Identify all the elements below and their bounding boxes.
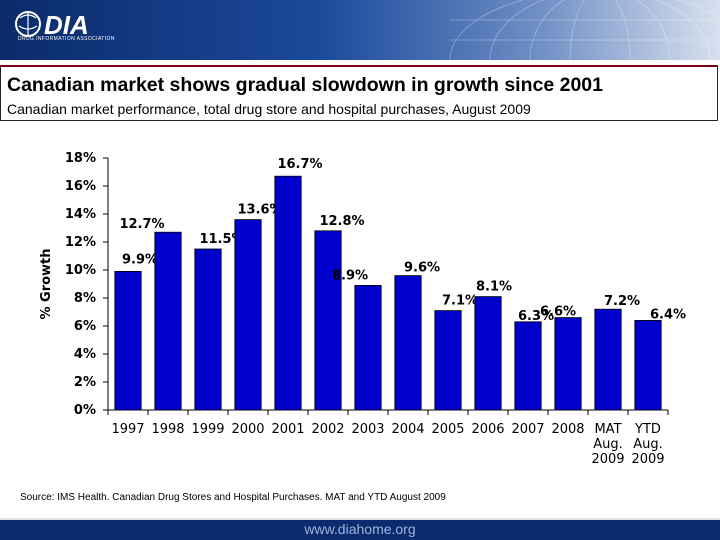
x-category-label: 1997 [111, 422, 144, 437]
bar [434, 310, 462, 411]
bar-value-label: 8.9% [332, 268, 368, 283]
bar-value-label: 6.6% [540, 305, 576, 320]
bar [114, 270, 142, 411]
logo-text: DIA [44, 10, 89, 40]
x-category-label: 2000 [231, 422, 264, 437]
slide-title: Canadian market shows gradual slowdown i… [7, 74, 603, 96]
bar [394, 275, 422, 411]
bar [474, 296, 502, 411]
header-band: DIA DRUG INFORMATION ASSOCIATION [0, 0, 720, 60]
x-category-label: 2008 [551, 422, 584, 437]
bar [234, 219, 262, 411]
y-tick-label: 18% [65, 151, 96, 166]
x-category-label: Aug. [633, 437, 663, 452]
bar-value-label: 11.5% [199, 232, 244, 247]
bar [154, 231, 182, 411]
y-tick-label: 2% [74, 375, 96, 390]
y-tick-label: 0% [74, 403, 96, 418]
bar-value-label: 13.6% [237, 203, 282, 218]
bar-value-label: 12.8% [319, 214, 364, 229]
footer-url[interactable]: www.diahome.org [304, 521, 416, 537]
bar [514, 321, 542, 411]
x-category-label: MAT [594, 422, 621, 437]
y-tick-label: 10% [65, 263, 96, 278]
y-tick-label: 6% [74, 319, 96, 334]
source-note: Source: IMS Health. Canadian Drug Stores… [20, 492, 446, 503]
bar [194, 248, 222, 411]
x-category-label: Aug. [593, 437, 623, 452]
bar [354, 284, 382, 411]
logo-subtitle: DRUG INFORMATION ASSOCIATION [18, 36, 115, 42]
footer-band: www.diahome.org [0, 518, 720, 540]
x-category-label: 2009 [591, 452, 624, 467]
growth-bar-chart: 0% 2% 4% 6% 8% 10% 12% 14% 16% 18% % Growth 9.9% 199… [39, 151, 686, 467]
y-tick-label: 16% [65, 179, 96, 194]
bar-value-label: 8.1% [476, 280, 512, 295]
x-category-label: 1998 [151, 422, 184, 437]
y-tick-label: 12% [65, 235, 96, 250]
bar-value-label: 6.3% [518, 309, 554, 324]
y-axis-label: % Growth [39, 248, 54, 319]
bar [554, 317, 582, 411]
x-category-label: 2007 [511, 422, 544, 437]
bar [594, 308, 622, 411]
bar [634, 319, 662, 411]
x-category-label: 1999 [191, 422, 224, 437]
x-category-label: 2001 [271, 422, 304, 437]
y-tick-label: 4% [74, 347, 96, 362]
y-tick-label: 8% [74, 291, 96, 306]
globe-decoration-icon [449, 0, 720, 60]
x-category-label: 2002 [311, 422, 344, 437]
x-category-label: 2003 [351, 422, 384, 437]
bar-value-label: 9.9% [122, 252, 158, 267]
bar [314, 230, 342, 411]
bar-value-label: 6.4% [650, 307, 686, 322]
x-category-label: YTD [634, 422, 661, 437]
x-category-label: 2009 [631, 452, 664, 467]
bar-value-label: 7.2% [604, 294, 640, 309]
x-category-label: 2006 [471, 422, 504, 437]
bar [274, 175, 302, 411]
dia-logo-icon: DIA [15, 10, 89, 40]
bar-value-label: 12.7% [119, 217, 164, 232]
x-category-label: 2004 [391, 422, 424, 437]
slide-subtitle: Canadian market performance, total drug … [7, 101, 531, 117]
bar-value-label: 7.1% [442, 294, 478, 309]
x-category-label: 2005 [431, 422, 464, 437]
y-tick-label: 14% [65, 207, 96, 222]
bar-value-label: 16.7% [277, 157, 322, 172]
title-box: Canadian market shows gradual slowdown i… [0, 65, 718, 121]
bar-value-label: 9.6% [404, 261, 440, 276]
